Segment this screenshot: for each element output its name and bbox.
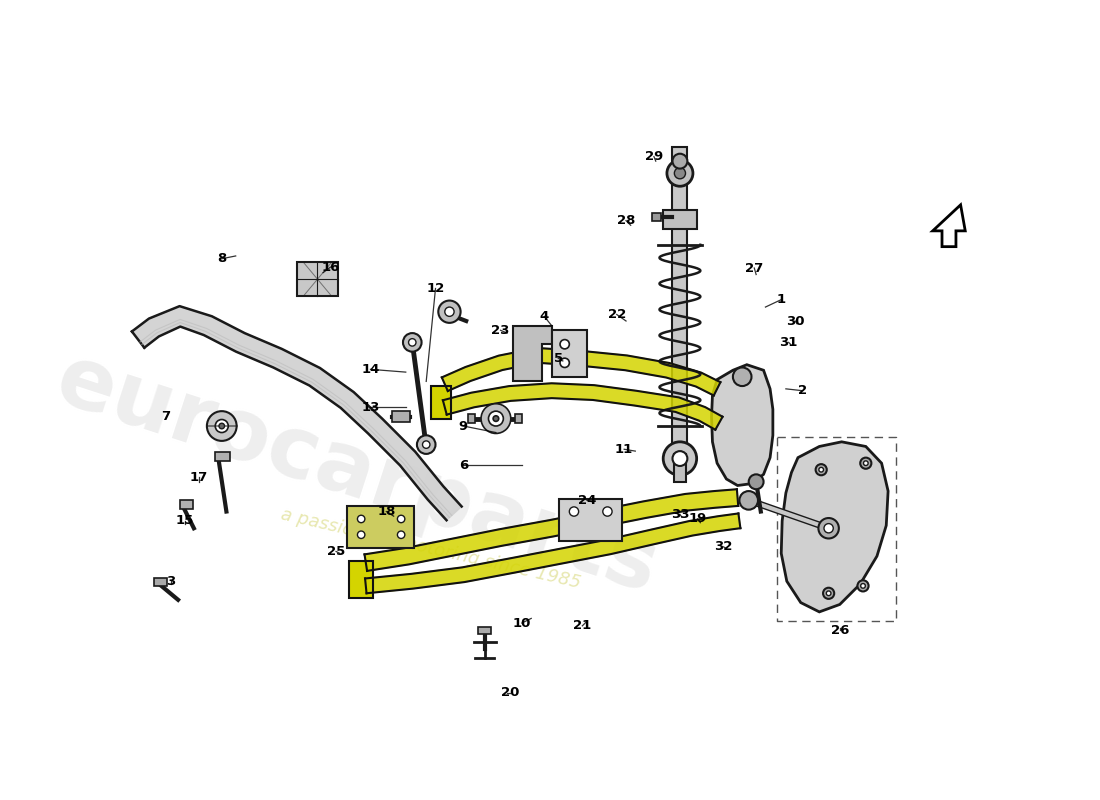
Circle shape (749, 474, 763, 490)
Polygon shape (513, 326, 552, 382)
Text: 9: 9 (459, 419, 468, 433)
Text: 13: 13 (361, 401, 379, 414)
Text: 23: 23 (492, 324, 509, 337)
Circle shape (860, 458, 871, 469)
Text: 31: 31 (780, 336, 798, 349)
Circle shape (216, 419, 229, 433)
Text: 22: 22 (607, 308, 626, 321)
Text: 32: 32 (714, 540, 733, 554)
Circle shape (493, 416, 498, 422)
Circle shape (219, 423, 224, 429)
FancyBboxPatch shape (478, 626, 492, 634)
Polygon shape (132, 306, 462, 520)
FancyBboxPatch shape (216, 452, 230, 462)
Circle shape (823, 588, 834, 599)
Circle shape (674, 168, 685, 179)
FancyBboxPatch shape (663, 210, 696, 229)
Polygon shape (365, 514, 740, 594)
Text: 29: 29 (645, 150, 663, 163)
Text: 33: 33 (671, 508, 690, 521)
Circle shape (818, 518, 839, 538)
Circle shape (560, 339, 570, 349)
Circle shape (739, 491, 758, 510)
Text: 27: 27 (745, 262, 763, 274)
Circle shape (397, 515, 405, 522)
FancyBboxPatch shape (559, 499, 623, 542)
Circle shape (672, 451, 688, 466)
Text: 11: 11 (615, 442, 634, 456)
Text: 21: 21 (573, 619, 592, 632)
Circle shape (826, 591, 830, 596)
Circle shape (444, 307, 454, 316)
Circle shape (667, 160, 693, 186)
Text: 5: 5 (553, 352, 563, 365)
Circle shape (397, 531, 405, 538)
Circle shape (824, 524, 834, 533)
FancyBboxPatch shape (392, 411, 410, 422)
Circle shape (422, 441, 430, 448)
Text: 8: 8 (217, 252, 227, 266)
Polygon shape (781, 442, 888, 612)
Circle shape (818, 467, 824, 472)
Circle shape (417, 435, 436, 454)
FancyBboxPatch shape (154, 578, 167, 586)
FancyBboxPatch shape (674, 454, 685, 482)
Circle shape (481, 404, 510, 434)
Text: 30: 30 (785, 314, 804, 327)
FancyBboxPatch shape (431, 386, 451, 418)
Text: 19: 19 (689, 513, 706, 526)
FancyBboxPatch shape (349, 561, 373, 598)
Circle shape (488, 411, 504, 426)
Text: 14: 14 (361, 363, 379, 376)
Text: eurocarparts: eurocarparts (45, 338, 668, 611)
Text: 1: 1 (777, 293, 785, 306)
FancyBboxPatch shape (348, 506, 414, 548)
Text: 12: 12 (427, 282, 444, 295)
Text: 25: 25 (327, 545, 345, 558)
FancyBboxPatch shape (672, 147, 688, 454)
Circle shape (672, 154, 688, 169)
Text: 10: 10 (513, 617, 531, 630)
Circle shape (560, 358, 570, 367)
FancyBboxPatch shape (515, 414, 521, 423)
Polygon shape (712, 365, 773, 486)
Text: 15: 15 (176, 514, 194, 527)
Text: 18: 18 (377, 505, 395, 518)
Circle shape (860, 583, 866, 588)
Polygon shape (364, 490, 738, 571)
Circle shape (570, 507, 579, 516)
Circle shape (603, 507, 612, 516)
FancyBboxPatch shape (297, 262, 338, 296)
Circle shape (358, 531, 365, 538)
Text: 20: 20 (500, 686, 519, 699)
Text: 17: 17 (189, 470, 208, 484)
FancyBboxPatch shape (180, 500, 192, 509)
Circle shape (663, 442, 696, 475)
Text: 7: 7 (162, 410, 170, 423)
Text: 4: 4 (540, 310, 549, 323)
Circle shape (815, 464, 827, 475)
Text: 16: 16 (321, 261, 340, 274)
Text: 3: 3 (166, 574, 175, 588)
Polygon shape (443, 383, 723, 430)
Circle shape (857, 580, 869, 591)
Text: a passion for motoring since 1985: a passion for motoring since 1985 (279, 506, 583, 592)
Text: 24: 24 (578, 494, 596, 507)
Circle shape (733, 367, 751, 386)
Circle shape (408, 338, 416, 346)
FancyBboxPatch shape (652, 213, 661, 221)
Circle shape (207, 411, 236, 441)
Text: 6: 6 (459, 458, 468, 471)
Circle shape (864, 461, 868, 466)
Text: 28: 28 (617, 214, 635, 227)
Circle shape (358, 515, 365, 522)
Polygon shape (552, 330, 587, 377)
Polygon shape (442, 348, 720, 395)
FancyBboxPatch shape (468, 414, 475, 423)
Text: 26: 26 (830, 624, 849, 637)
Text: 2: 2 (798, 384, 807, 398)
Circle shape (403, 333, 421, 352)
Circle shape (438, 301, 461, 323)
